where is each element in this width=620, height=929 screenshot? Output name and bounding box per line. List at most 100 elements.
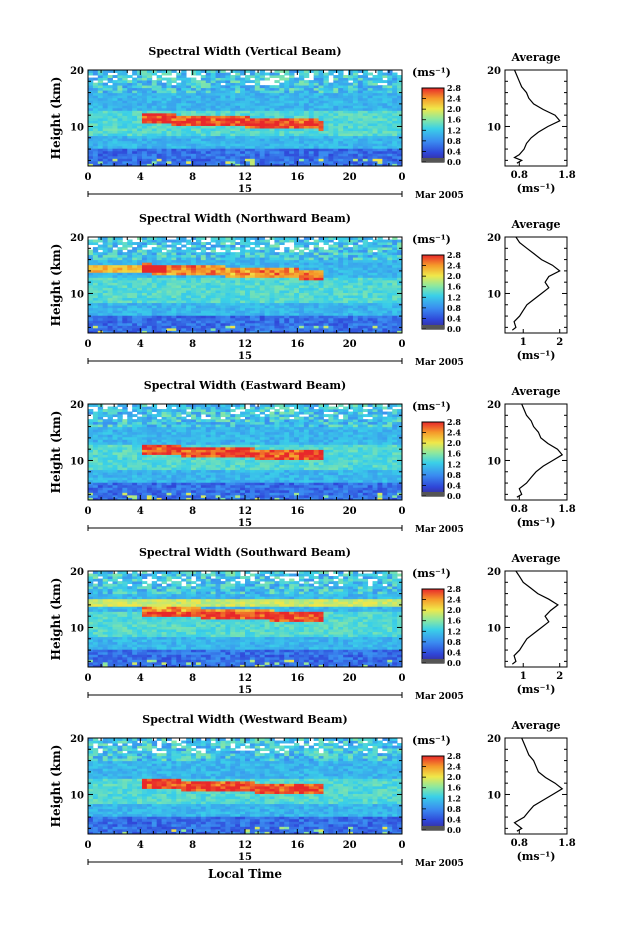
y-tick-label: 20 bbox=[70, 734, 84, 745]
colorbar bbox=[421, 755, 445, 831]
average-title: Average bbox=[510, 51, 560, 64]
x-tick-label: 20 bbox=[343, 172, 357, 183]
x-tick-label: 0 bbox=[85, 840, 92, 851]
average-profile-line bbox=[513, 69, 561, 164]
colorbar bbox=[421, 421, 445, 497]
heatmap-cells bbox=[88, 738, 403, 835]
date-day-label: 15 bbox=[238, 184, 252, 195]
x-tick-label: 4 bbox=[137, 673, 144, 684]
colorbar-tick-label: 0.8 bbox=[447, 637, 461, 647]
average-panel: Average 20 10 0.8 1.8(ms⁻¹) bbox=[487, 51, 576, 195]
heatmap-cells bbox=[88, 404, 403, 501]
colorbar-tick-label: 2.4 bbox=[447, 428, 461, 438]
average-y-tick-label: 10 bbox=[487, 122, 501, 133]
y-axis-label: Height (km) bbox=[49, 745, 63, 828]
y-tick-label: 20 bbox=[70, 400, 84, 411]
average-x-label: (ms⁻¹) bbox=[517, 349, 556, 362]
date-day-label: 15 bbox=[238, 518, 252, 529]
colorbar-tick-label: 2.0 bbox=[447, 271, 461, 281]
average-y-tick-label: 20 bbox=[487, 400, 501, 411]
x-axis: 0 4 8 12 16 20 0 bbox=[85, 738, 406, 851]
average-x-tick-label: 2 bbox=[556, 337, 563, 348]
x-axis: 0 4 8 12 16 20 0 bbox=[85, 70, 406, 183]
average-x-tick-label: 0.8 bbox=[511, 838, 528, 849]
panel-5: Spectral Width (Westward Beam)2010Height… bbox=[49, 713, 576, 869]
x-tick-label: 16 bbox=[290, 172, 304, 183]
colorbar-tick-label: 0.8 bbox=[447, 470, 461, 480]
average-y-tick-label: 20 bbox=[487, 567, 501, 578]
x-tick-label: 4 bbox=[137, 172, 144, 183]
colorbar-bottom bbox=[422, 826, 444, 830]
colorbar-tick-label: 2.8 bbox=[447, 584, 461, 594]
x-tick-label: 8 bbox=[189, 506, 196, 517]
x-tick-label: 16 bbox=[290, 339, 304, 350]
average-x-tick-label: 1.8 bbox=[558, 504, 575, 515]
average-frame bbox=[504, 69, 568, 167]
colorbar-tick-label: 2.4 bbox=[447, 261, 461, 271]
colorbar-tick-label: 1.6 bbox=[447, 616, 461, 626]
date-day-label: 15 bbox=[238, 852, 252, 863]
average-y-tick-label: 20 bbox=[487, 233, 501, 244]
panel-title: Spectral Width (Northward Beam) bbox=[139, 212, 351, 225]
x-tick-label: 0 bbox=[399, 840, 406, 851]
y-tick-label: 20 bbox=[70, 233, 84, 244]
heatmap-cells bbox=[88, 237, 403, 334]
panel-title: Spectral Width (Southward Beam) bbox=[139, 546, 351, 559]
average-y-tick-label: 10 bbox=[487, 623, 501, 634]
date-label: Mar 2005 bbox=[415, 191, 464, 201]
average-x-label: (ms⁻¹) bbox=[517, 182, 556, 195]
x-tick-label: 0 bbox=[85, 673, 92, 684]
colorbar-unit: (ms⁻¹) bbox=[412, 734, 451, 747]
average-x-label: (ms⁻¹) bbox=[517, 516, 556, 529]
average-x-tick-label: 1.8 bbox=[558, 838, 575, 849]
colorbar-tick-label: 1.6 bbox=[447, 282, 461, 292]
colorbar-tick-label: 2.0 bbox=[447, 605, 461, 615]
x-tick-label: 16 bbox=[290, 840, 304, 851]
average-frame bbox=[504, 570, 568, 668]
x-tick-label: 16 bbox=[290, 506, 304, 517]
colorbar-tick-label: 0.0 bbox=[447, 825, 461, 835]
colorbar-unit: (ms⁻¹) bbox=[412, 66, 451, 79]
colorbar bbox=[421, 588, 445, 664]
average-frame bbox=[504, 403, 568, 501]
colorbar-bottom bbox=[422, 158, 444, 162]
colorbar-tick-label: 0.4 bbox=[447, 146, 461, 156]
colorbar-tick-label: 0.0 bbox=[447, 658, 461, 668]
panel-1: Spectral Width (Vertical Beam)2010Height… bbox=[49, 45, 576, 201]
y-axis-label: Height (km) bbox=[49, 578, 63, 661]
colorbar-tick-label: 1.2 bbox=[447, 626, 461, 636]
colorbar-bottom bbox=[422, 492, 444, 496]
colorbar-tick-label: 2.8 bbox=[447, 417, 461, 427]
colorbar-tick-label: 2.8 bbox=[447, 83, 461, 93]
x-tick-label: 20 bbox=[343, 673, 357, 684]
colorbar-tick-label: 0.8 bbox=[447, 303, 461, 313]
average-title: Average bbox=[510, 385, 560, 398]
x-tick-label: 0 bbox=[399, 673, 406, 684]
average-x-label: (ms⁻¹) bbox=[517, 683, 556, 696]
colorbar-tick-label: 0.4 bbox=[447, 647, 461, 657]
average-x-tick-label: 1.8 bbox=[558, 170, 575, 181]
colorbar-tick-label: 0.0 bbox=[447, 324, 461, 334]
x-tick-label: 12 bbox=[238, 339, 252, 350]
y-tick-label: 20 bbox=[70, 66, 84, 77]
x-tick-label: 12 bbox=[238, 673, 252, 684]
panel-title: Spectral Width (Eastward Beam) bbox=[144, 379, 346, 392]
colorbar-tick-label: 2.4 bbox=[447, 94, 461, 104]
average-profile-line bbox=[511, 236, 561, 331]
average-panel: Average 20 10 0.8 1.8(ms⁻¹) bbox=[487, 719, 576, 863]
colorbar-tick-label: 0.4 bbox=[447, 480, 461, 490]
date-label: Mar 2005 bbox=[415, 525, 464, 535]
y-axis-label: Height (km) bbox=[49, 411, 63, 494]
date-day-label: 15 bbox=[238, 351, 252, 362]
average-y-tick-label: 20 bbox=[487, 734, 501, 745]
x-tick-label: 0 bbox=[399, 172, 406, 183]
colorbar-unit: (ms⁻¹) bbox=[412, 400, 451, 413]
colorbar-tick-label: 1.2 bbox=[447, 459, 461, 469]
colorbar-tick-label: 1.6 bbox=[447, 783, 461, 793]
x-tick-label: 8 bbox=[189, 840, 196, 851]
date-label: Mar 2005 bbox=[415, 358, 464, 368]
average-panel: Average 20 10 1 2(ms⁻¹) bbox=[487, 218, 568, 362]
